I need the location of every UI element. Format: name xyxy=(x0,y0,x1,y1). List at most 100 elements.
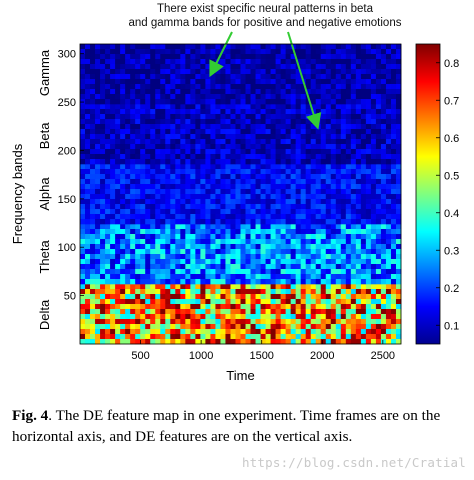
heat-cell xyxy=(130,49,136,55)
heat-cell xyxy=(200,64,206,70)
heat-cell xyxy=(280,269,286,275)
heat-cell xyxy=(370,329,377,335)
heat-cell xyxy=(110,149,116,155)
heat-cell xyxy=(145,284,151,290)
heat-cell xyxy=(355,219,362,225)
heat-cell xyxy=(160,299,166,305)
heat-cell xyxy=(215,134,221,140)
y-tick-label: 100 xyxy=(58,242,76,254)
heat-cell xyxy=(280,134,286,140)
heat-cell xyxy=(145,219,151,225)
heat-cell xyxy=(260,294,266,300)
heat-cell xyxy=(110,314,116,320)
heat-cell xyxy=(375,319,382,325)
heat-cell xyxy=(265,94,271,100)
heat-cell xyxy=(225,204,231,210)
heat-cell xyxy=(80,324,86,330)
heat-cell xyxy=(290,84,296,90)
heat-cell xyxy=(325,229,332,235)
heat-cell xyxy=(90,109,96,115)
heat-cell xyxy=(395,299,402,305)
heat-cell xyxy=(155,49,161,55)
heat-cell xyxy=(385,59,392,65)
heat-cell xyxy=(165,279,171,285)
heat-cell xyxy=(395,94,402,100)
heat-cell xyxy=(85,309,91,315)
heat-cell xyxy=(295,269,301,275)
heat-cell xyxy=(160,49,166,55)
heat-cell xyxy=(140,69,146,75)
heat-cell xyxy=(235,149,241,155)
heat-cell xyxy=(120,234,126,240)
heat-cell xyxy=(170,174,176,180)
heat-cell xyxy=(320,284,327,290)
heat-cell xyxy=(220,289,226,295)
heat-cell xyxy=(395,289,402,295)
heat-cell xyxy=(215,179,221,185)
heat-cell xyxy=(115,279,121,285)
heat-cell xyxy=(260,99,266,105)
heat-cell xyxy=(180,179,186,185)
heat-cell xyxy=(130,159,136,165)
heat-cell xyxy=(395,319,402,325)
heat-cell xyxy=(95,114,101,120)
heat-cell xyxy=(390,199,397,205)
heat-cell xyxy=(285,249,291,255)
heat-cell xyxy=(355,259,362,265)
heat-cell xyxy=(100,289,106,295)
heat-cell xyxy=(260,254,266,260)
heat-cell xyxy=(290,334,296,340)
heat-cell xyxy=(260,179,266,185)
heat-cell xyxy=(395,154,402,160)
heat-cell xyxy=(290,244,296,250)
heat-cell xyxy=(230,59,236,65)
heat-cell xyxy=(160,179,166,185)
heat-cell xyxy=(220,279,226,285)
heat-cell xyxy=(395,54,402,60)
heat-cell xyxy=(250,319,256,325)
caption-text: . The DE feature map in one experiment. … xyxy=(12,407,441,445)
heat-cell xyxy=(225,99,231,105)
heat-cell xyxy=(110,169,116,175)
heat-cell xyxy=(130,189,136,195)
heat-cell xyxy=(120,154,126,160)
heat-cell xyxy=(205,99,211,105)
heat-cell xyxy=(130,269,136,275)
heat-cell xyxy=(230,64,236,70)
heat-cell xyxy=(160,184,166,190)
heat-cell xyxy=(105,239,111,245)
heat-cell xyxy=(275,189,281,195)
heat-cell xyxy=(145,74,151,80)
heat-cell xyxy=(100,89,106,95)
heat-cell xyxy=(240,314,246,320)
heat-cell xyxy=(245,104,251,110)
heat-cell xyxy=(390,69,397,75)
heat-cell xyxy=(200,294,206,300)
heat-cell xyxy=(290,314,296,320)
heat-cell xyxy=(330,179,337,185)
heat-cell xyxy=(305,289,312,295)
heat-cell xyxy=(245,49,251,55)
heat-cell xyxy=(300,44,307,50)
heat-cell xyxy=(160,119,166,125)
heat-cell xyxy=(100,249,106,255)
colorbar-tick-label: 0.3 xyxy=(444,245,459,257)
heat-cell xyxy=(380,139,387,145)
heat-cell xyxy=(255,124,261,130)
heat-cell xyxy=(260,244,266,250)
heat-cell xyxy=(330,104,337,110)
heat-cell xyxy=(365,294,372,300)
heat-cell xyxy=(270,209,276,215)
heat-cell xyxy=(180,44,186,50)
heat-cell xyxy=(165,259,171,265)
heat-cell xyxy=(215,189,221,195)
heat-cell xyxy=(310,44,317,50)
heat-cell xyxy=(120,304,126,310)
heat-cell xyxy=(105,124,111,130)
heat-cell xyxy=(315,209,322,215)
heat-cell xyxy=(335,314,342,320)
heat-cell xyxy=(185,179,191,185)
heat-cell xyxy=(250,64,256,70)
heat-cell xyxy=(145,259,151,265)
heat-cell xyxy=(170,214,176,220)
